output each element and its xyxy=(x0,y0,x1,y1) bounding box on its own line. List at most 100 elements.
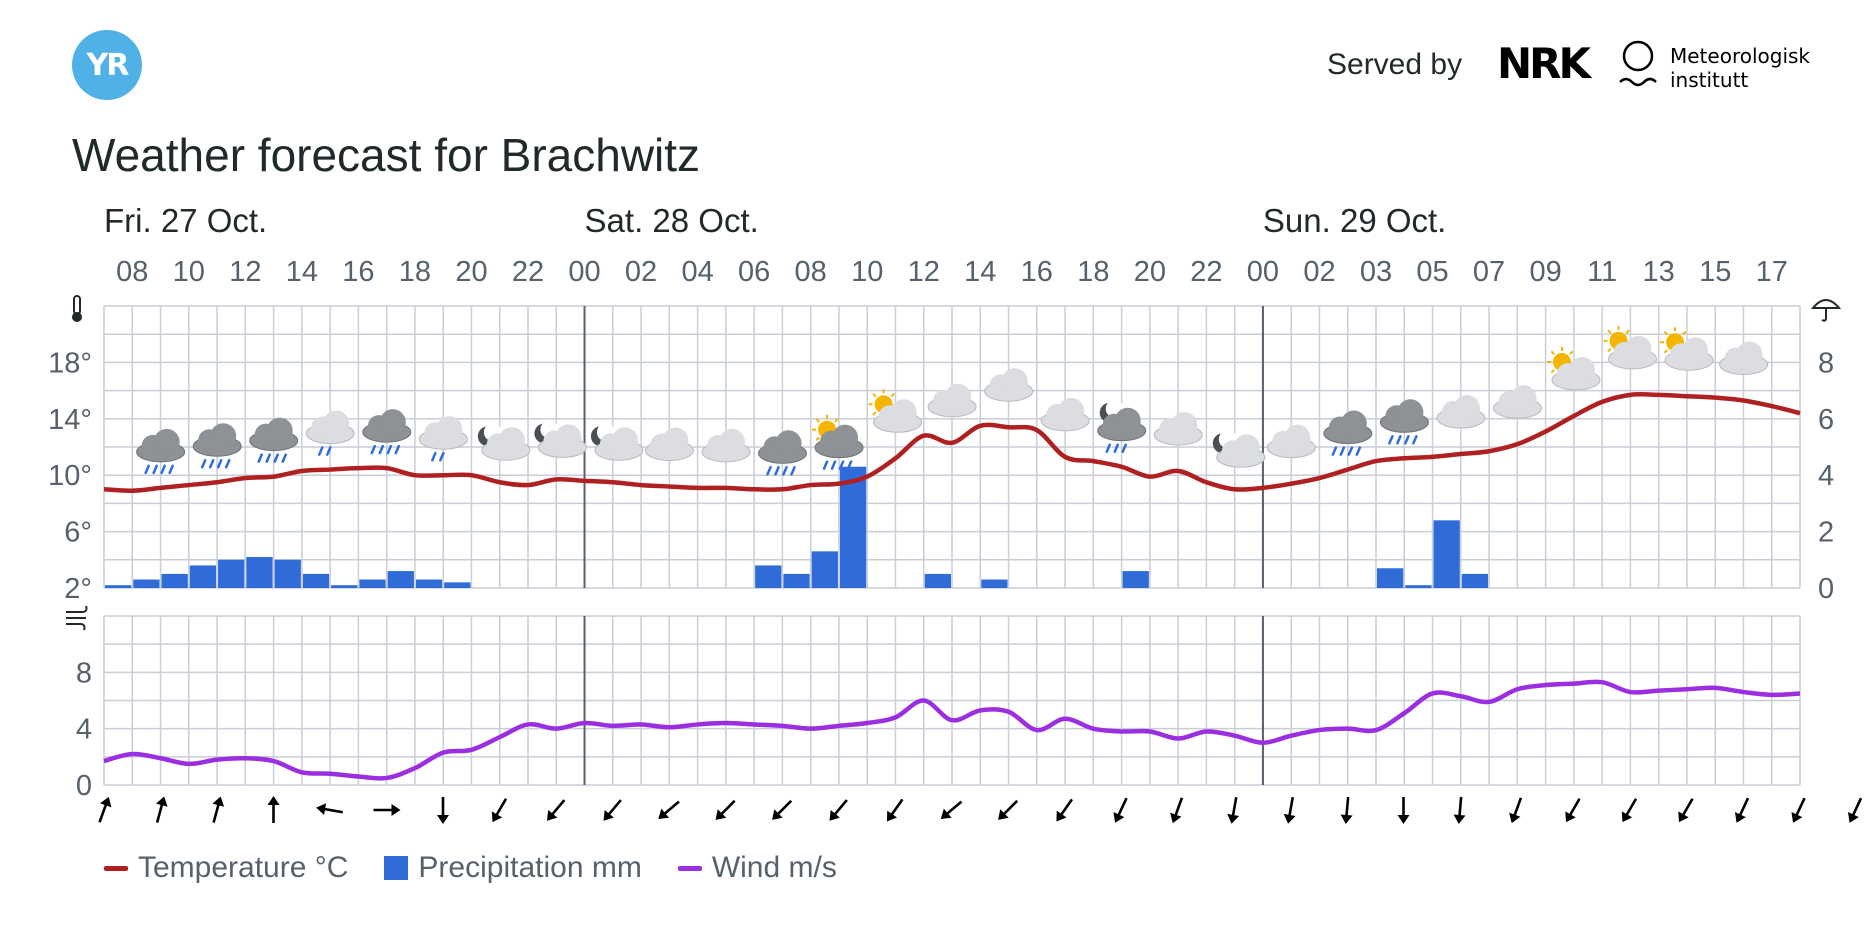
arrow-head xyxy=(829,809,840,821)
x-tick-label: 03 xyxy=(1360,256,1392,288)
wind-direction-arrow-icon xyxy=(1283,796,1296,824)
rain-drop xyxy=(1412,435,1418,445)
cloud-part xyxy=(1625,335,1652,362)
cloud-part xyxy=(555,424,582,451)
x-tick-label: 04 xyxy=(681,256,713,288)
arrow-head xyxy=(603,809,614,821)
x-tick-label: 07 xyxy=(1473,256,1505,288)
arrow-head xyxy=(1113,811,1125,823)
sun-ray xyxy=(834,418,839,423)
rain-drop xyxy=(1113,443,1119,453)
precipitation-tick-label: 4 xyxy=(1818,460,1834,492)
sun-ray xyxy=(1550,369,1555,374)
thermometer-icon xyxy=(72,295,82,322)
wind-direction-arrow-icon xyxy=(1565,798,1581,823)
precipitation-bar xyxy=(133,579,160,588)
cloud-part xyxy=(719,428,745,455)
x-tick-label: 14 xyxy=(286,256,318,288)
arrow-head xyxy=(1621,811,1633,823)
x-tick-label: 08 xyxy=(795,256,827,288)
rain-drop xyxy=(774,466,780,476)
rain-drop xyxy=(168,464,174,475)
cloudy-icon xyxy=(1492,385,1542,419)
arrow-head xyxy=(940,808,952,819)
precipitation-tick-label: 2 xyxy=(1818,517,1834,549)
wind-direction-arrow-icon xyxy=(1340,796,1353,824)
wind-direction-arrow-icon xyxy=(437,797,449,824)
arrow-head xyxy=(998,809,1009,820)
rain-drop xyxy=(370,444,377,455)
x-tick-label: 18 xyxy=(399,256,431,288)
arrow-head xyxy=(1283,813,1296,824)
wind-direction-arrow-icon xyxy=(715,799,736,820)
rain-drop xyxy=(846,460,853,470)
partly-cloudy-night-icon xyxy=(477,423,531,461)
wind-direction-arrow-icon xyxy=(829,799,848,821)
cloud-part xyxy=(890,399,917,426)
rain-drop xyxy=(1331,446,1338,456)
rain-drop xyxy=(838,460,845,470)
x-tick-label: 10 xyxy=(851,256,883,288)
cloudy-icon xyxy=(701,428,751,463)
cloud-part xyxy=(1114,407,1141,434)
arrow-head xyxy=(1847,811,1859,823)
arrow-head xyxy=(547,809,558,821)
x-tick-label: 17 xyxy=(1756,256,1788,288)
cloud-part xyxy=(1284,424,1311,451)
rain-drop xyxy=(439,451,445,462)
met-institute-logo-icon[interactable] xyxy=(1618,38,1658,98)
precipitation-bar xyxy=(924,573,951,588)
legend-item-wind: Wind m/s xyxy=(677,851,837,885)
precipitation-bar xyxy=(1405,585,1432,588)
cloud-part xyxy=(379,409,406,436)
arrow-head xyxy=(316,803,327,816)
partly-cloudy-day-icon xyxy=(868,389,923,433)
precipitation-bar xyxy=(1122,571,1149,588)
wind-direction-arrow-icon xyxy=(1847,797,1863,823)
yr-logo[interactable]: YR xyxy=(72,30,142,100)
cloud-part xyxy=(775,430,802,457)
rain-icon xyxy=(758,430,808,476)
wind-direction-arrow-icon xyxy=(491,798,508,823)
arrow-head xyxy=(1056,810,1067,822)
arrow-head xyxy=(1170,812,1182,824)
wind-direction-arrow-icon xyxy=(772,799,793,820)
met-institute-text[interactable]: Meteorologisk institutt xyxy=(1670,44,1810,92)
cloudy-icon xyxy=(1436,395,1486,429)
rain-drop xyxy=(766,466,772,476)
wind-direction-arrow-icon xyxy=(1509,797,1523,824)
x-tick-label: 06 xyxy=(738,256,770,288)
precipitation-bar xyxy=(444,582,471,588)
wind-tick-label: 4 xyxy=(76,714,92,746)
arrow-head xyxy=(715,809,727,820)
thermometer-bulb xyxy=(72,312,82,322)
x-tick-label: 05 xyxy=(1416,256,1448,288)
x-tick-label: 12 xyxy=(229,256,261,288)
wind-direction-arrow-icon xyxy=(98,796,112,823)
day-label: Sun. 29 Oct. xyxy=(1263,202,1446,239)
cloud-part xyxy=(1736,341,1763,368)
rain-drop xyxy=(1347,446,1354,456)
x-tick-label: 02 xyxy=(1303,256,1335,288)
precipitation-bar xyxy=(839,466,867,588)
sun-ray xyxy=(815,418,820,423)
rain-icon xyxy=(1323,410,1373,456)
wind-direction-arrow-icon xyxy=(373,804,401,816)
umbrella-handle xyxy=(1821,308,1827,322)
x-tick-label: 10 xyxy=(173,256,205,288)
rain-drop xyxy=(160,464,166,475)
rain-drop xyxy=(152,464,158,475)
nrk-logo[interactable]: NRK xyxy=(1497,39,1591,88)
rain-drop xyxy=(830,460,837,470)
sun-ray xyxy=(1663,330,1668,336)
sun-ray xyxy=(872,392,877,398)
arrow-head xyxy=(1397,815,1410,824)
arrow-head xyxy=(1678,811,1689,823)
wind-direction-arrow-icon xyxy=(886,798,904,822)
legend-item-temperature: Temperature °C xyxy=(104,851,348,885)
cloudy-icon xyxy=(1153,411,1203,446)
precipitation-bar xyxy=(1433,520,1460,588)
wind-direction-arrow-icon xyxy=(1453,796,1466,824)
cloud-part xyxy=(436,416,463,443)
partly-cloudy-day-icon xyxy=(1547,346,1601,391)
